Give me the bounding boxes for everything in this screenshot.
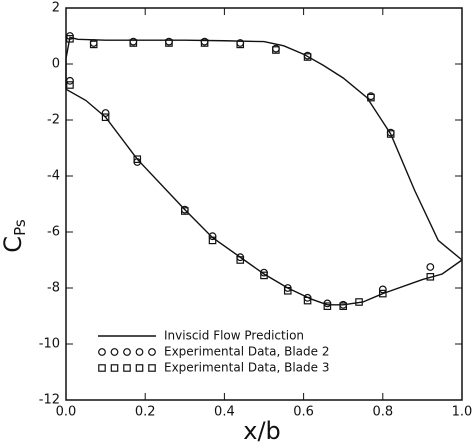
square-marker — [129, 39, 138, 47]
square-marker — [272, 46, 280, 54]
legend-marker — [135, 364, 144, 372]
square-marker — [200, 39, 209, 47]
square-marker — [339, 302, 348, 311]
y-tick-label: 2 — [52, 1, 60, 16]
square-marker — [323, 302, 332, 311]
circle-marker — [426, 263, 435, 271]
legend-marker — [123, 348, 131, 356]
legend-marker — [148, 348, 156, 356]
square-marker — [303, 53, 312, 61]
square-marker — [165, 39, 173, 47]
square-marker — [236, 256, 245, 264]
square-marker — [236, 40, 245, 49]
square-marker — [66, 34, 74, 43]
y-tick-label: -8 — [47, 281, 60, 296]
y-tick-label: -2 — [47, 113, 60, 128]
square-marker — [367, 93, 375, 102]
y-tick-label: -10 — [39, 337, 60, 352]
x-tick-label: 0.2 — [135, 405, 156, 420]
y-tick-label: 0 — [52, 57, 60, 72]
circle-marker — [208, 232, 217, 241]
x-tick-label: 0.6 — [293, 405, 314, 420]
legend-marker — [110, 348, 119, 356]
circle-marker — [378, 285, 387, 294]
square-marker — [133, 155, 142, 164]
y-tick-label: -6 — [47, 225, 60, 240]
x-tick-label: 1.0 — [452, 405, 473, 420]
square-marker — [89, 40, 98, 49]
square-marker — [283, 287, 292, 295]
plot-frame — [65, 7, 463, 401]
legend-marker — [98, 348, 106, 356]
y-tick-label: -12 — [39, 393, 60, 408]
square-marker — [355, 298, 363, 306]
legend-label: Inviscid Flow Prediction — [164, 329, 304, 343]
legend-marker — [98, 364, 106, 372]
square-marker — [426, 273, 435, 281]
legend-marker — [110, 364, 119, 372]
y-label-main: C — [0, 236, 27, 253]
square-marker — [379, 289, 387, 298]
x-axis-label: x/b — [243, 417, 281, 444]
y-label-sub: Ps — [11, 219, 29, 236]
legend-label: Experimental Data, Blade 2 — [164, 345, 330, 359]
square-marker — [66, 81, 74, 89]
y-tick-label: -4 — [47, 169, 60, 184]
circle-marker — [101, 109, 110, 117]
square-marker — [181, 207, 189, 215]
square-marker — [101, 113, 110, 122]
square-marker — [303, 296, 312, 305]
prediction-line — [65, 36, 463, 306]
x-tick-label: 0.8 — [372, 405, 393, 420]
square-marker — [260, 271, 268, 280]
square-marker — [208, 236, 217, 245]
square-marker — [386, 130, 395, 138]
legend-label: Experimental Data, Blade 3 — [164, 361, 330, 375]
x-tick-label: 0.4 — [214, 405, 235, 420]
legend-marker — [135, 348, 144, 356]
legend-marker — [148, 364, 156, 372]
x-tick-label: 0.0 — [56, 405, 77, 420]
circle-marker — [66, 76, 74, 85]
legend-marker — [123, 364, 131, 372]
y-axis-label: CPs — [0, 219, 29, 253]
